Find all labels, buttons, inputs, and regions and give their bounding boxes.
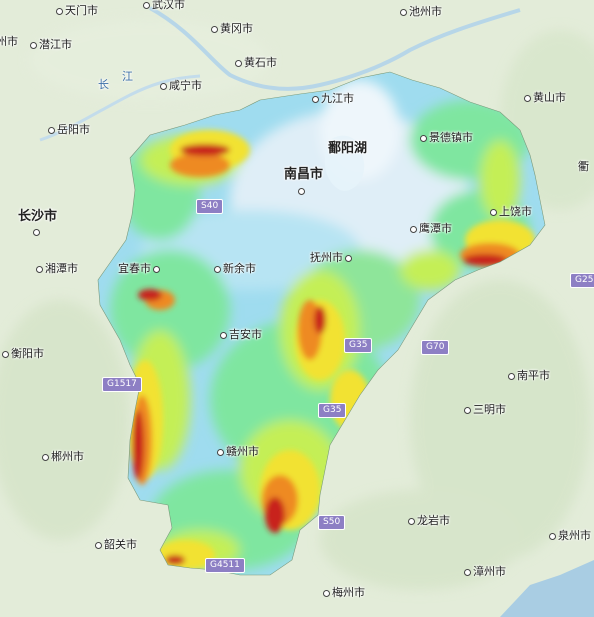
city-tianmen[interactable]: 天门市 — [56, 5, 98, 16]
city-dot-icon — [211, 25, 218, 33]
changsha-dot — [33, 226, 42, 237]
city-dot-icon — [143, 1, 150, 9]
highway-shield-g4511[interactable]: G4511 — [205, 558, 245, 573]
city-changsha[interactable]: 长沙市 — [18, 209, 58, 224]
city-yueyang[interactable]: 岳阳市 — [48, 124, 90, 135]
city-dot-icon — [408, 517, 415, 525]
city-sanming[interactable]: 三明市 — [464, 404, 506, 415]
city-quanzhou[interactable]: 泉州市 — [549, 530, 591, 541]
city-dot-icon — [235, 59, 242, 67]
city-dot-icon — [312, 95, 319, 103]
city-dot-icon — [48, 126, 55, 134]
city-zhangzhou[interactable]: 漳州市 — [464, 566, 506, 577]
city-nanping[interactable]: 南平市 — [508, 370, 550, 381]
city-dot-icon — [95, 541, 102, 549]
city-nanchang[interactable]: 南昌市 — [284, 167, 324, 182]
city-dot-icon — [524, 94, 531, 102]
nanchang-dot — [298, 185, 307, 196]
highway-shield-s40[interactable]: S40 — [196, 199, 224, 214]
city-dot-icon — [36, 265, 43, 273]
city-dot-icon — [298, 187, 305, 195]
city-xiangtan[interactable]: 湘潭市 — [36, 263, 78, 274]
city-dot-icon — [30, 41, 37, 49]
city-dot-icon — [42, 453, 49, 461]
city-chizhou[interactable]: 池州市 — [400, 6, 442, 17]
city-jiujiang[interactable]: 九江市 — [312, 93, 354, 104]
city-dot-icon — [464, 406, 471, 414]
city-dot-icon — [153, 265, 160, 273]
city-dot-icon — [214, 265, 221, 273]
city-dot-icon — [323, 589, 330, 597]
city-xinyu[interactable]: 新余市 — [214, 263, 256, 274]
city-chenzhou[interactable]: 郴州市 — [42, 451, 84, 462]
city-dot-icon — [33, 228, 40, 236]
poyang-lake-label: 鄱阳湖 — [328, 141, 368, 156]
yangtze-label-2: 江 — [122, 70, 133, 83]
city-huangshi[interactable]: 黄石市 — [235, 57, 277, 68]
sea — [500, 560, 594, 617]
city-fuzhou[interactable]: 抚州市 — [310, 252, 354, 263]
yangtze-label-1: 长 — [98, 78, 109, 91]
city-yingtan[interactable]: 鹰潭市 — [410, 223, 452, 234]
city-jian[interactable]: 吉安市 — [220, 329, 262, 340]
city-wuhan[interactable]: 武汉市 — [143, 0, 185, 10]
city-hengyang[interactable]: 衡阳市 — [2, 348, 44, 359]
city-dot-icon — [420, 134, 427, 142]
city-dot-icon — [345, 254, 352, 262]
highway-shield-g35-south[interactable]: G35 — [318, 403, 347, 418]
highway-shield-g70[interactable]: G70 — [421, 340, 450, 355]
city-yichun[interactable]: 宜春市 — [118, 263, 162, 274]
city-longyan[interactable]: 龙岩市 — [408, 515, 450, 526]
yangtze-river — [149, 6, 521, 91]
city-dot-icon — [217, 448, 224, 456]
city-dot-icon — [2, 350, 9, 358]
city-huangshan[interactable]: 黄山市 — [524, 92, 566, 103]
city-meizhou[interactable]: 梅州市 — [323, 587, 365, 598]
city-dot-icon — [160, 82, 167, 90]
city-huanggang[interactable]: 黄冈市 — [211, 23, 253, 34]
highway-shield-s50[interactable]: S50 — [318, 515, 346, 530]
city-qianjiang[interactable]: 潜江市 — [30, 39, 72, 50]
city-dot-icon — [400, 8, 407, 16]
highway-shield-g1517[interactable]: G1517 — [102, 377, 142, 392]
highway-shield-g35-north[interactable]: G35 — [344, 338, 373, 353]
city-shaoguan[interactable]: 韶关市 — [95, 539, 137, 550]
city-shangrao[interactable]: 上饶市 — [490, 206, 532, 217]
edge-city-label-right: 衢 — [578, 160, 589, 173]
city-dot-icon — [410, 225, 417, 233]
city-dot-icon — [490, 208, 497, 216]
highway-shield-g25[interactable]: G25 — [570, 273, 594, 288]
edge-city-label-left: 州市 — [0, 35, 18, 48]
city-dot-icon — [220, 331, 227, 339]
city-dot-icon — [56, 7, 63, 15]
jiangxi-border — [97, 71, 546, 576]
city-xianning[interactable]: 咸宁市 — [160, 80, 202, 91]
city-jingdezhen[interactable]: 景德镇市 — [420, 132, 473, 143]
city-dot-icon — [549, 532, 556, 540]
city-ganzhou[interactable]: 赣州市 — [217, 446, 259, 457]
city-dot-icon — [508, 372, 515, 380]
city-dot-icon — [464, 568, 471, 576]
